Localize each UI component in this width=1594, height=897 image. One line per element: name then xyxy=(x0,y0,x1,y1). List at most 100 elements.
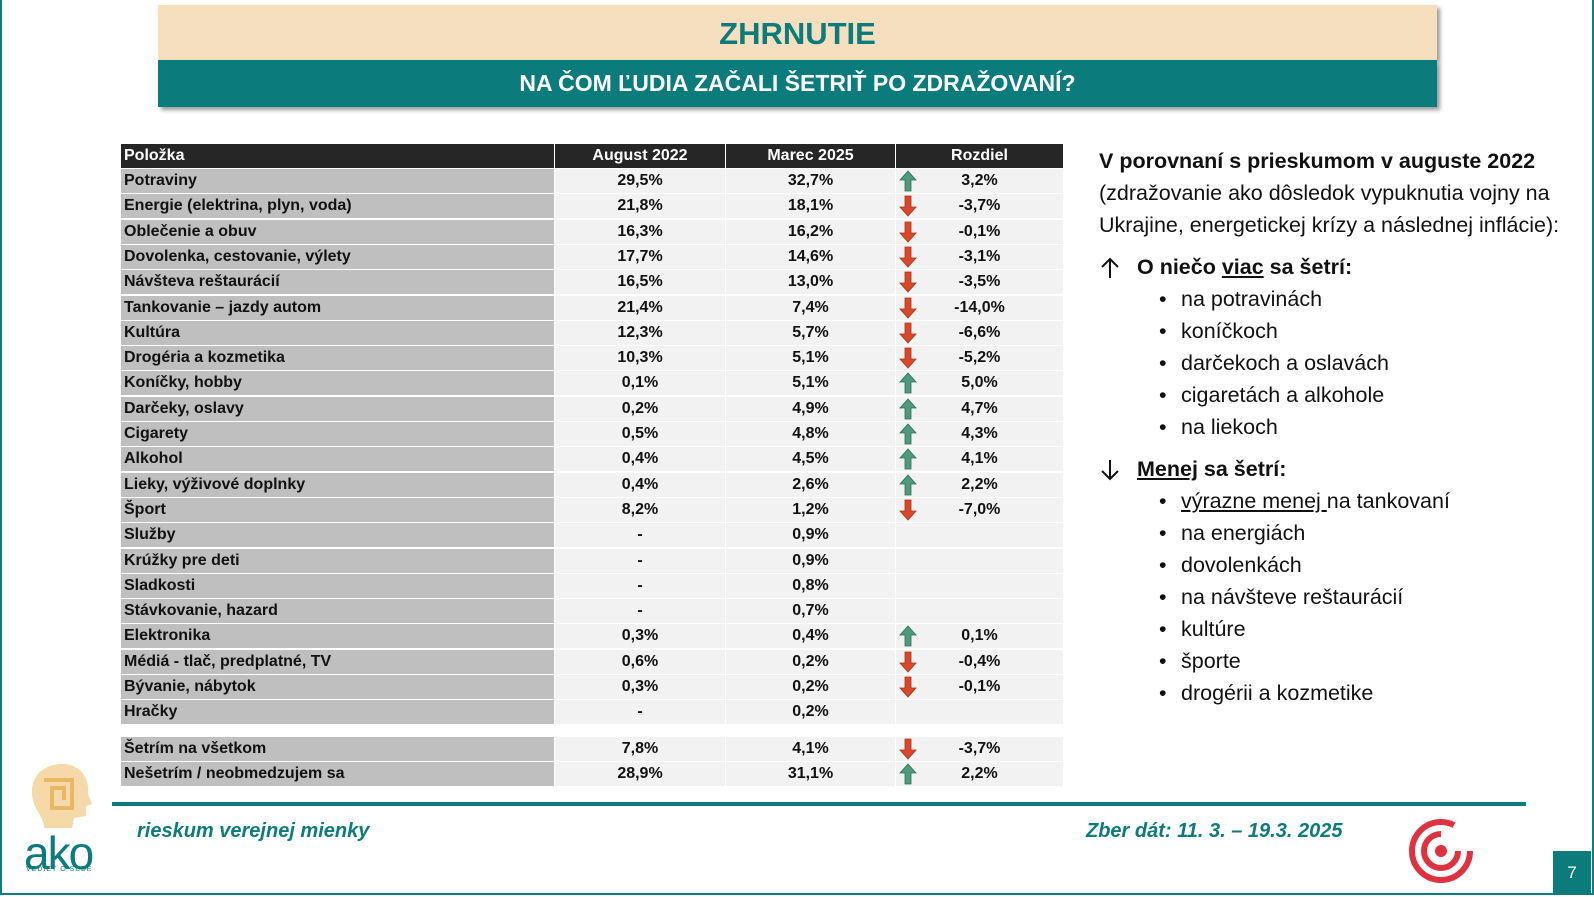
row-label: Kultúra xyxy=(121,320,554,345)
table-cell: -0,1% xyxy=(896,675,1063,699)
bullet-item: cigaretách a alkohole xyxy=(1159,379,1569,411)
row-label: Drogéria a kozmetika xyxy=(121,346,554,371)
table-cell: 0,1% xyxy=(896,624,1063,649)
table-cell: -3,5% xyxy=(896,270,1063,295)
row-label: Cigarety xyxy=(121,422,554,446)
row-label: Oblečenie a obuv xyxy=(121,219,554,244)
more-list: na potravináchkoníčkochdarčekoch a oslav… xyxy=(1099,283,1569,443)
table-cell: -0,4% xyxy=(896,649,1063,674)
table-cell xyxy=(896,700,1063,725)
table-cell: 16,2% xyxy=(726,219,895,244)
subtitle-band: NA ČOM ĽUDIA ZAČALI ŠETRIŤ PO ZDRAŽOVANÍ… xyxy=(158,60,1437,107)
notes-intro: (zdražovanie ako dôsledok vypuknutia voj… xyxy=(1099,181,1560,237)
table-cell: 17,7% xyxy=(555,244,725,269)
bullet-item: športe xyxy=(1159,645,1569,677)
table-cell: -14,0% xyxy=(896,295,1063,320)
table-cell: - xyxy=(555,523,725,548)
label-part: sa šetrí: xyxy=(1197,457,1287,481)
trend-arrow xyxy=(899,651,917,673)
table-cell: 28,9% xyxy=(555,761,725,786)
table-cell: 0,2% xyxy=(555,396,725,421)
trend-arrow xyxy=(899,347,917,369)
table-cell: 29,5% xyxy=(555,169,725,193)
row-label: Alkohol xyxy=(121,447,554,472)
survey-label: rieskum verejnej mienky xyxy=(137,820,370,842)
table-cell: 5,1% xyxy=(726,371,895,396)
trend-arrow xyxy=(899,763,917,785)
table-cell xyxy=(896,599,1063,624)
table-cell: 0,9% xyxy=(726,523,895,548)
table-cell: 1,2% xyxy=(726,497,895,522)
more-heading: O niečo viac sa šetrí: xyxy=(1099,251,1569,283)
table-cell: -7,0% xyxy=(896,497,1063,522)
row-label: Krúžky pre deti xyxy=(121,548,554,573)
table-cell xyxy=(896,573,1063,598)
table-cell: 0,9% xyxy=(726,548,895,573)
row-label: Stávkovanie, hazard xyxy=(121,599,554,624)
table-cell: - xyxy=(555,548,725,573)
bullet-item: výrazne menej na tankovaní xyxy=(1159,485,1569,517)
label-part: viac xyxy=(1221,255,1264,279)
table-cell: -3,7% xyxy=(896,194,1063,219)
less-list: výrazne menej na tankovanína energiáchdo… xyxy=(1099,485,1569,709)
table-cell: 7,4% xyxy=(726,295,895,320)
row-label: Médiá - tlač, predplatné, TV xyxy=(121,649,554,674)
logo-head xyxy=(32,764,92,828)
table-cell: -6,6% xyxy=(896,320,1063,345)
table-cell: 0,6% xyxy=(555,649,725,674)
trend-arrow xyxy=(899,625,917,647)
subtitle: NA ČOM ĽUDIA ZAČALI ŠETRIŤ PO ZDRAŽOVANÍ… xyxy=(519,70,1076,96)
trend-arrow xyxy=(899,170,917,192)
row-label: Darčeky, oslavy xyxy=(121,396,554,421)
up-icon xyxy=(1101,257,1119,278)
dates: Zber dát: 11. 3. – 19.3. 2025 xyxy=(1086,820,1343,842)
table-cell: 0,1% xyxy=(555,371,725,396)
row-label: Elektronika xyxy=(121,624,554,649)
column-header: August 2022 xyxy=(555,144,725,168)
table-cell: - xyxy=(555,573,725,598)
notes-heading: V porovnaní s prieskumom v auguste 2022 xyxy=(1099,149,1536,173)
table-cell: 12,3% xyxy=(555,320,725,345)
trend-arrow xyxy=(899,195,917,217)
table-cell: 0,4% xyxy=(555,472,725,497)
table-cell: 21,8% xyxy=(555,194,725,219)
trend-arrow xyxy=(899,297,917,319)
footer-line xyxy=(112,802,1526,806)
table-cell: 7,8% xyxy=(555,736,725,761)
trend-arrow xyxy=(899,473,917,495)
trend-arrow xyxy=(899,246,917,268)
table-cell: 4,1% xyxy=(726,736,895,761)
table-cell: 0,2% xyxy=(726,700,895,725)
table-cell: 5,1% xyxy=(726,346,895,371)
table-cell: -3,1% xyxy=(896,244,1063,269)
table-cell: 4,9% xyxy=(726,396,895,421)
table-cell: 0,4% xyxy=(726,624,895,649)
trend-arrow xyxy=(899,676,917,698)
label-part: O niečo xyxy=(1137,255,1222,279)
row-label: Bývanie, nábytok xyxy=(121,675,554,699)
table-cell: 0,8% xyxy=(726,573,895,598)
brand-logo xyxy=(1409,819,1473,883)
row-label: Návšteva reštaurácií xyxy=(121,270,554,295)
trend-arrow xyxy=(899,738,917,760)
row-label: Služby xyxy=(121,523,554,548)
logo: ako xyxy=(24,827,94,879)
trend-arrow xyxy=(899,372,917,394)
table-cell: 14,6% xyxy=(726,244,895,269)
trend-arrow xyxy=(899,322,917,344)
bullet-item: dovolenkách xyxy=(1159,549,1569,581)
table-cell: 18,1% xyxy=(726,194,895,219)
table-cell: - xyxy=(555,700,725,725)
table-cell: 2,2% xyxy=(896,761,1063,786)
row-label: Energie (elektrina, plyn, voda) xyxy=(121,194,554,219)
table-cell: 4,3% xyxy=(896,422,1063,446)
trend-arrow xyxy=(899,271,917,293)
table-cell xyxy=(896,548,1063,573)
table-cell: 2,2% xyxy=(896,472,1063,497)
row-label: Tankovanie – jazdy autom xyxy=(121,295,554,320)
row-label: Potraviny xyxy=(121,169,554,193)
row-label: Lieky, výživové doplnky xyxy=(121,472,554,497)
table-cell: 0,3% xyxy=(555,624,725,649)
bullet-item: drogérii a kozmetike xyxy=(1159,677,1569,709)
table-cell: 0,5% xyxy=(555,422,725,446)
